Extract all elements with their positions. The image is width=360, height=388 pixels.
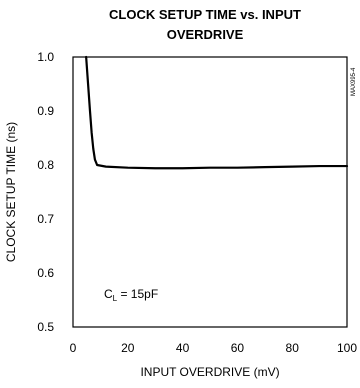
chart-title-line-1: CLOCK SETUP TIME vs. INPUT xyxy=(109,7,301,22)
y-tick-label: 1.0 xyxy=(37,50,54,64)
x-tick-label: 0 xyxy=(70,341,77,355)
x-tick-label: 80 xyxy=(286,341,300,355)
annotation-layer: CL = 15pF xyxy=(104,287,158,303)
y-axis-label: CLOCK SETUP TIME (ns) xyxy=(4,122,18,262)
plot-frame-layer xyxy=(72,56,348,328)
y-tick-label: 0.5 xyxy=(37,320,54,334)
y-tick-label: 0.6 xyxy=(37,266,54,280)
tick-layer: 0 20 40 60 80 100 0.5 0.6 0.7 0.8 0.9 1.0 xyxy=(37,50,357,355)
x-tick-label: 20 xyxy=(121,341,135,355)
series-layer xyxy=(85,55,349,170)
load-capacitance-note: CL = 15pF xyxy=(104,287,158,303)
chart-title-line-2: OVERDRIVE xyxy=(167,27,244,42)
series-line-1 xyxy=(85,55,349,170)
x-tick-label: 40 xyxy=(176,341,190,355)
x-tick-label: 100 xyxy=(337,341,357,355)
y-tick-label: 0.8 xyxy=(37,158,54,172)
plot-frame xyxy=(72,56,348,328)
x-axis-label: INPUT OVERDRIVE (mV) xyxy=(140,365,279,379)
side-tag: MAX995-4 xyxy=(351,67,357,96)
plot-background xyxy=(73,57,347,327)
y-tick-label: 0.9 xyxy=(37,104,54,118)
x-tick-label: 60 xyxy=(231,341,245,355)
y-tick-label: 0.7 xyxy=(37,212,54,226)
